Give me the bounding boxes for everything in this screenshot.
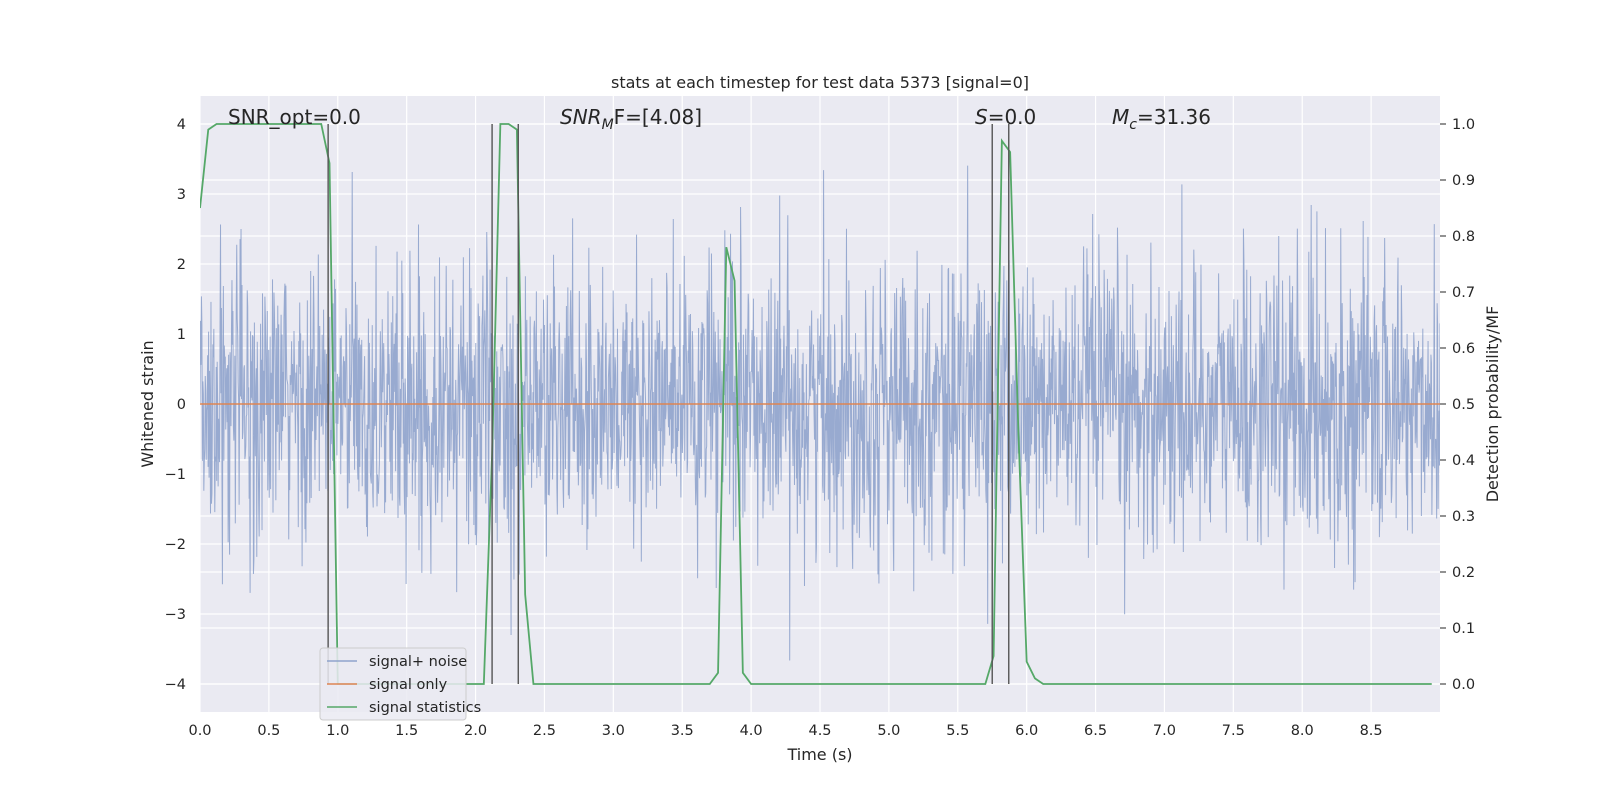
snr-mf-base: SNR — [560, 105, 602, 129]
y-left-tick-label: 0 — [177, 397, 186, 413]
y-left-tick-label: 3 — [177, 187, 186, 203]
y-left-tick-label: −2 — [165, 537, 186, 553]
y-right-tick-label: 0.2 — [1452, 565, 1475, 581]
y-left-tick-label: −3 — [165, 607, 186, 623]
y-right-tick-label: 0.7 — [1452, 285, 1475, 301]
s-italic: S — [975, 105, 988, 129]
legend: signal+ noise signal only signal statist… — [320, 648, 481, 720]
y-left-tick-label: −4 — [165, 677, 186, 693]
x-tick-label: 6.0 — [1015, 723, 1038, 739]
y-right-tick-label: 0.5 — [1452, 397, 1475, 413]
x-tick-label: 8.0 — [1291, 723, 1314, 739]
y-right-tick-label: 0.4 — [1452, 453, 1475, 469]
y-right-tick-label: 0.1 — [1452, 621, 1475, 637]
y-axis-label-right: Detection probability/MF — [1483, 306, 1502, 503]
x-tick-label: 7.0 — [1153, 723, 1176, 739]
x-tick-label: 5.5 — [946, 723, 969, 739]
x-tick-label: 5.0 — [877, 723, 900, 739]
y-right-tick-label: 0.3 — [1452, 509, 1475, 525]
y-right-tick-label: 0.8 — [1452, 229, 1475, 245]
annotation-s: S=0.0 — [975, 105, 1036, 129]
y-right-tick-label: 1.0 — [1452, 117, 1475, 133]
x-tick-label: 2.5 — [533, 723, 556, 739]
y-left-tick-label: 4 — [177, 117, 186, 133]
y-right-tick-label: 0.6 — [1452, 341, 1475, 357]
x-tick-label: 7.5 — [1222, 723, 1245, 739]
snr-mf-sub: M — [602, 117, 614, 133]
y-left-tick-label: 1 — [177, 327, 186, 343]
x-tick-label: 1.0 — [326, 723, 349, 739]
s-rest: =0.0 — [988, 105, 1037, 129]
x-tick-label: 8.5 — [1360, 723, 1383, 739]
y-left-tick-label: −1 — [165, 467, 186, 483]
mc-base: M — [1112, 105, 1129, 129]
x-tick-label: 0.5 — [257, 723, 280, 739]
chart-title: stats at each timestep for test data 537… — [611, 73, 1029, 92]
annotation-mc: Mc=31.36 — [1112, 105, 1211, 133]
mc-rest: =31.36 — [1137, 105, 1211, 129]
legend-label-stats: signal statistics — [369, 700, 481, 716]
x-tick-label: 4.5 — [808, 723, 831, 739]
x-tick-label: 2.0 — [464, 723, 487, 739]
annotation-snr-opt: SNR_opt=0.0 — [228, 105, 361, 129]
y-axis-label-left: Whitened strain — [138, 340, 157, 467]
x-tick-label: 3.5 — [671, 723, 694, 739]
x-tick-label: 0.0 — [188, 723, 211, 739]
legend-label-signal: signal only — [369, 677, 448, 693]
x-tick-label: 4.0 — [740, 723, 763, 739]
snr-mf-rest: F=[4.08] — [614, 105, 702, 129]
x-axis-label: Time (s) — [786, 745, 852, 764]
y-left-tick-label: 2 — [177, 257, 186, 273]
annotation-snr-mf: SNRMF=[4.08] — [560, 105, 702, 133]
x-tick-label: 1.5 — [395, 723, 418, 739]
x-tick-label: 3.0 — [602, 723, 625, 739]
y-right-tick-label: 0.0 — [1452, 677, 1475, 693]
legend-label-noise: signal+ noise — [369, 654, 467, 670]
y-right-tick-label: 0.9 — [1452, 173, 1475, 189]
x-tick-label: 6.5 — [1084, 723, 1107, 739]
